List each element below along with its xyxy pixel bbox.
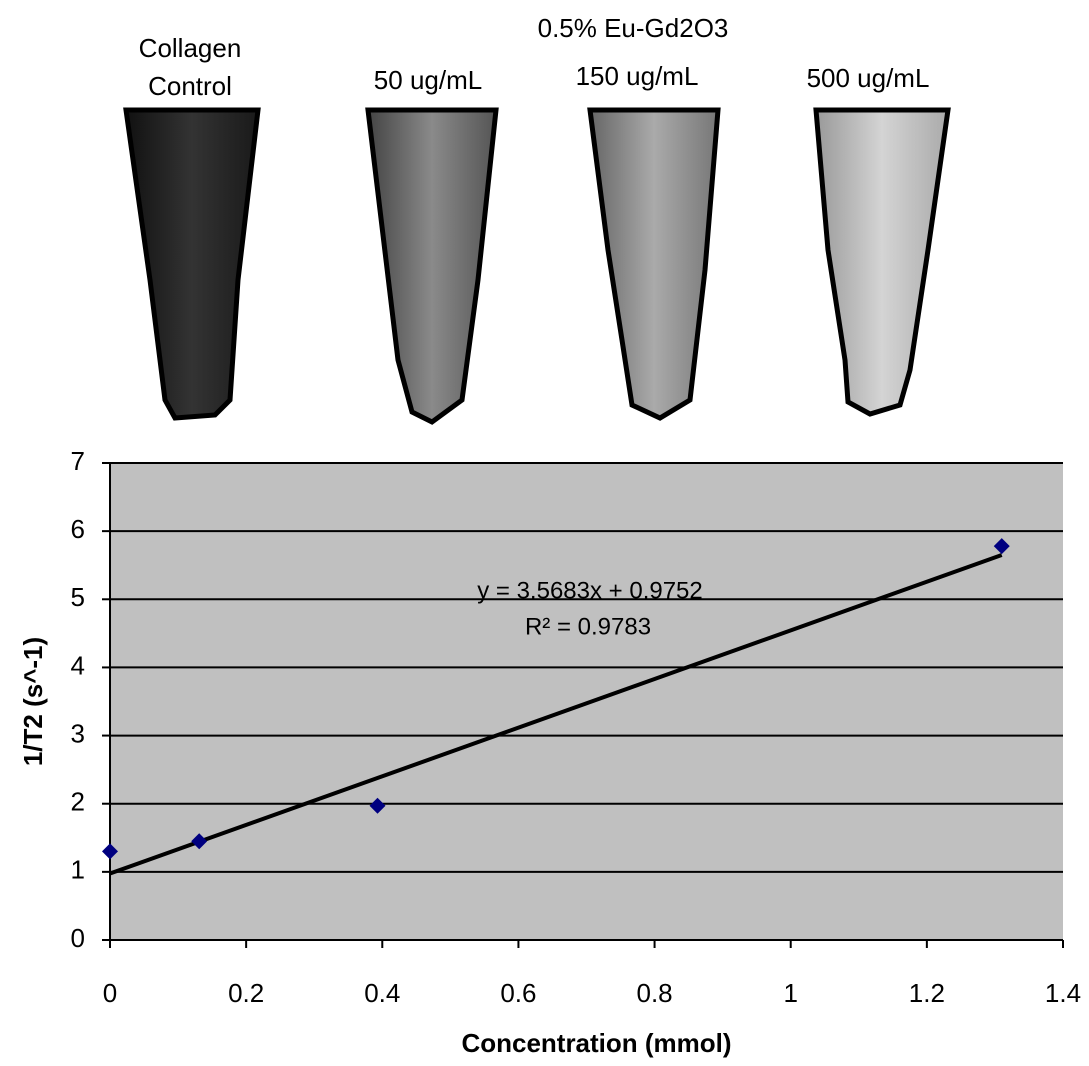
x-tick-label: 0.4 — [364, 978, 400, 1008]
data-point — [191, 833, 208, 850]
y-tick-label: 2 — [71, 787, 85, 817]
x-tick-label: 1.4 — [1045, 978, 1081, 1008]
tube-image — [365, 107, 499, 425]
tube-image — [587, 107, 721, 421]
sample-label: Collagen — [139, 33, 242, 63]
y-axis-title: 1/T2 (s^-1) — [18, 637, 48, 766]
trendline-r2: R² = 0.9783 — [525, 613, 651, 640]
tube-image — [813, 107, 951, 417]
data-point — [993, 538, 1010, 555]
sample-label: Control — [148, 71, 232, 101]
group-label: 0.5% Eu-Gd2O3 — [538, 13, 729, 43]
y-tick-label: 7 — [71, 446, 85, 476]
chart: 0 1 2 3 4 5 6 7 0 0.2 0.4 0.6 0.8 1 1.2 1.4 Concentratio… — [18, 446, 1081, 1058]
mri-images — [123, 107, 951, 425]
sample-label: 150 ug/mL — [576, 61, 699, 91]
y-tick-label: 3 — [71, 718, 85, 748]
sample-label: 500 ug/mL — [807, 63, 930, 93]
x-tick-label: 1 — [783, 978, 797, 1008]
y-tick-label: 0 — [71, 923, 85, 953]
x-tick-label: 0.8 — [636, 978, 672, 1008]
data-point — [369, 797, 386, 814]
x-tick-label: 0.6 — [500, 978, 536, 1008]
x-axis-title: Concentration (mmol) — [461, 1028, 731, 1058]
y-tick-label: 1 — [71, 855, 85, 885]
x-tick-label: 1.2 — [909, 978, 945, 1008]
tube-image — [123, 107, 261, 421]
y-tick-label: 5 — [71, 582, 85, 612]
x-tick-label: 0.2 — [228, 978, 264, 1008]
trendline — [109, 553, 1003, 876]
y-tick-label: 6 — [71, 514, 85, 544]
data-point — [102, 843, 118, 860]
sample-label: 50 ug/mL — [374, 65, 482, 95]
trendline-equation: y = 3.5683x + 0.9752 — [477, 577, 703, 604]
y-tick-label: 4 — [71, 650, 85, 680]
figure-labels: 0.5% Eu-Gd2O3 Collagen Control 50 ug/mL … — [139, 13, 930, 101]
x-tick-label: 0 — [103, 978, 117, 1008]
